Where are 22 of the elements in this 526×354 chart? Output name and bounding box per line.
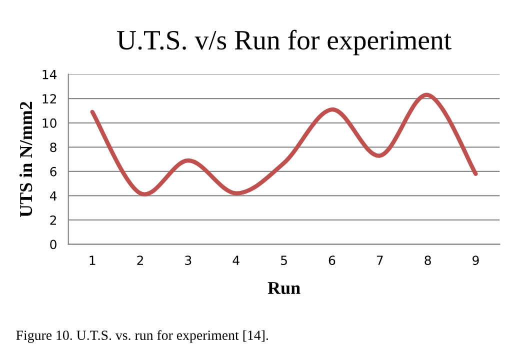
x-tick-label: 6: [328, 256, 336, 266]
x-tick-label: 2: [137, 256, 143, 265]
y-tick-label: 4: [50, 191, 57, 200]
chart-title: U.T.S. v/s Run for experiment: [117, 30, 452, 56]
x-tick-label: 4: [232, 256, 240, 265]
x-tick-label: 1: [90, 256, 96, 265]
y-tick-label: 0: [50, 240, 56, 250]
y-tick-label: 2: [50, 215, 56, 225]
y-tick-label: 8: [50, 142, 56, 152]
x-tick-label: 3: [185, 256, 192, 266]
y-axis-title: UTS in N/mm2: [19, 102, 32, 218]
caption: Figure 10. U.T.S. vs. run for experiment [14].: [16, 330, 268, 343]
y-tick-label: 14: [42, 70, 57, 80]
y-tick-label: 6: [50, 166, 56, 176]
x-axis-title: Run: [268, 282, 300, 294]
x-tick-label: 8: [424, 256, 431, 266]
y-tick-label: 10: [42, 118, 56, 128]
x-tick-label: 5: [281, 256, 287, 266]
y-tick-label: 12: [42, 94, 56, 104]
x-tick-label: 7: [376, 256, 383, 265]
line-series: [90, 92, 478, 196]
x-tick-label: 9: [472, 256, 479, 266]
